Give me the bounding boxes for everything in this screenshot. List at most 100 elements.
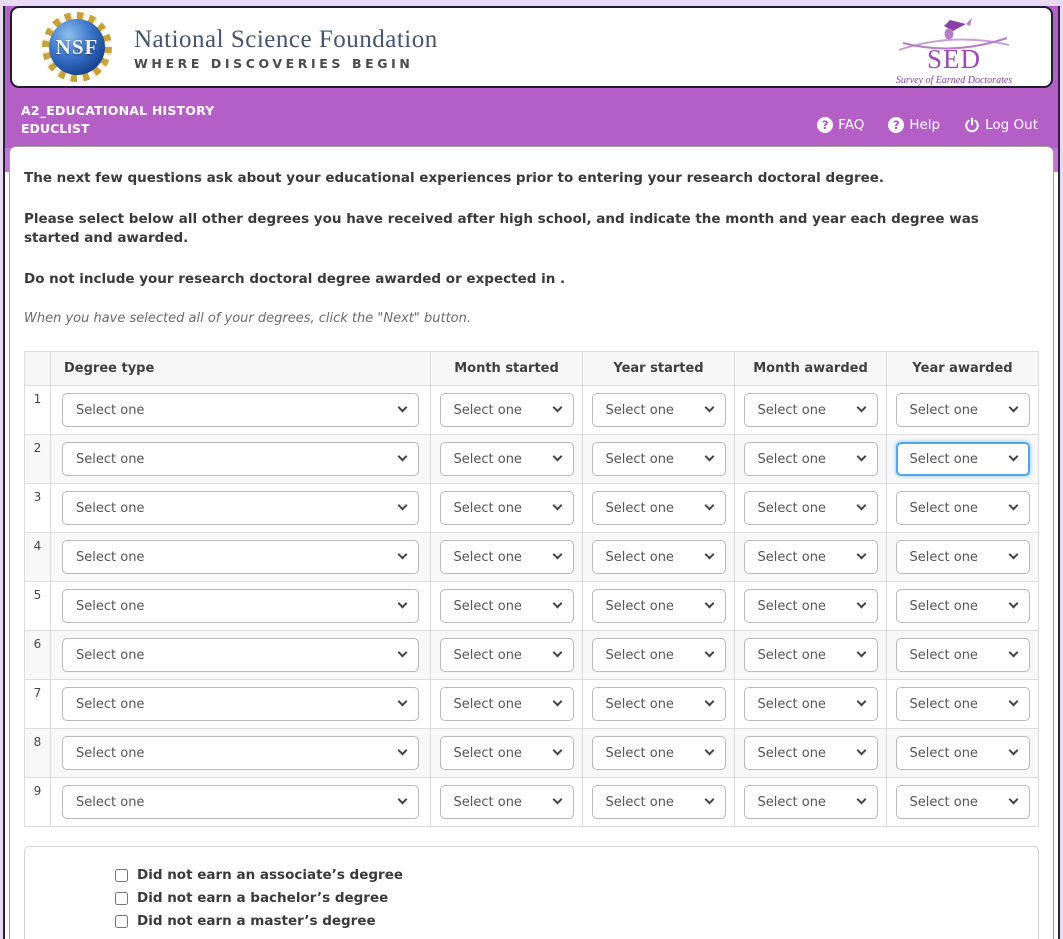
instruction-paragraph: The next few questions ask about your ed… (24, 170, 885, 186)
degree-type-select-wrap: Select one (62, 491, 419, 526)
instruction-paragraph: Please select below all other degrees yo… (24, 210, 979, 247)
year-started-select[interactable]: Select one (591, 491, 726, 526)
degree-type-select[interactable]: Select one (62, 442, 419, 477)
year-started-select-wrap: Select one (591, 589, 726, 624)
year-started-select-wrap: Select one (591, 638, 726, 673)
year-awarded-select[interactable]: Select one (895, 442, 1030, 477)
bachelors-degree-checkbox[interactable] (115, 891, 128, 905)
degree-type-select[interactable]: Select one (62, 540, 419, 575)
year-awarded-select[interactable]: Select one (895, 540, 1030, 575)
month-awarded-select[interactable]: Select one (743, 442, 878, 477)
month-started-select[interactable]: Select one (439, 540, 574, 575)
column-header-degree-type: Degree type (50, 351, 431, 387)
month-started-select[interactable]: Select one (439, 393, 574, 428)
month-started-select-wrap: Select one (439, 785, 574, 820)
year-awarded-select[interactable]: Select one (895, 687, 1030, 722)
month-awarded-select[interactable]: Select one (743, 540, 878, 575)
year-awarded-select[interactable]: Select one (895, 589, 1030, 624)
month-awarded-select-wrap: Select one (743, 736, 878, 771)
year-started-select[interactable]: Select one (591, 687, 726, 722)
month-started-select[interactable]: Select one (439, 736, 574, 771)
degree-type-select[interactable]: Select one (62, 638, 419, 673)
table-row: 5 Select one Select one Select one Selec… (24, 581, 1039, 632)
degree-table-body: 1 Select one Select one Select one Selec… (24, 385, 1039, 828)
year-started-select[interactable]: Select one (591, 638, 726, 673)
year-awarded-select[interactable]: Select one (895, 736, 1030, 771)
section-title: A2_EDUCATIONAL HISTORY (21, 102, 215, 118)
org-name: National Science Foundation (134, 25, 438, 53)
month-awarded-select-wrap: Select one (743, 491, 878, 526)
month-awarded-select[interactable]: Select one (743, 393, 878, 428)
degree-type-select[interactable]: Select one (62, 687, 419, 722)
checkbox-row-associates[interactable]: Did not earn an associate’s degree (115, 867, 1018, 883)
year-started-select-wrap: Select one (591, 540, 726, 575)
month-started-select-wrap: Select one (439, 589, 574, 624)
help-link[interactable]: ? Help (888, 117, 940, 133)
year-awarded-select-wrap: Select one (895, 589, 1030, 624)
month-started-select[interactable]: Select one (439, 785, 574, 820)
month-awarded-select-wrap: Select one (743, 785, 878, 820)
month-awarded-select-wrap: Select one (743, 393, 878, 428)
degree-type-select-wrap: Select one (62, 736, 419, 771)
associates-degree-checkbox[interactable] (115, 868, 128, 882)
nsf-monogram: NSF (55, 34, 99, 59)
year-started-select-wrap: Select one (591, 442, 726, 477)
checkbox-row-masters[interactable]: Did not earn a master’s degree (115, 913, 1018, 929)
month-awarded-select[interactable]: Select one (743, 638, 878, 673)
degree-type-select[interactable]: Select one (62, 491, 419, 526)
table-row: 9 Select one Select one Select one Selec… (24, 777, 1039, 828)
masters-degree-checkbox[interactable] (115, 914, 128, 928)
year-started-select[interactable]: Select one (591, 393, 726, 428)
faq-link[interactable]: ? FAQ (817, 117, 864, 133)
month-awarded-select-wrap: Select one (743, 540, 878, 575)
nav-links: ? FAQ ? Help Log Out (817, 117, 1038, 133)
logout-label: Log Out (985, 117, 1038, 133)
year-started-select-wrap: Select one (591, 736, 726, 771)
table-row: 7 Select one Select one Select one Selec… (24, 679, 1039, 730)
month-awarded-select[interactable]: Select one (743, 785, 878, 820)
instruction-paragraph: Do not include your research doctoral de… (24, 270, 566, 287)
degree-type-select-wrap: Select one (62, 687, 419, 722)
checkbox-row-bachelors[interactable]: Did not earn a bachelor’s degree (115, 890, 1018, 906)
sed-swoosh-icon (898, 18, 1010, 51)
nsf-globe-icon: NSF (49, 19, 105, 75)
logout-link[interactable]: Log Out (964, 117, 1038, 133)
year-awarded-select[interactable]: Select one (895, 785, 1030, 820)
year-awarded-select[interactable]: Select one (895, 491, 1030, 526)
year-started-select[interactable]: Select one (591, 540, 726, 575)
nsf-logo: NSF (42, 12, 112, 82)
year-awarded-select-wrap: Select one (895, 442, 1030, 477)
degree-type-select-wrap: Select one (62, 638, 419, 673)
degree-type-select[interactable]: Select one (62, 589, 419, 624)
month-started-select[interactable]: Select one (439, 491, 574, 526)
month-started-select[interactable]: Select one (439, 687, 574, 722)
degree-type-select[interactable]: Select one (62, 393, 419, 428)
degree-type-select-wrap: Select one (62, 589, 419, 624)
year-awarded-select-wrap: Select one (895, 540, 1030, 575)
year-awarded-select[interactable]: Select one (895, 638, 1030, 673)
month-awarded-select[interactable]: Select one (743, 491, 878, 526)
year-started-select[interactable]: Select one (591, 442, 726, 477)
year-started-select[interactable]: Select one (591, 736, 726, 771)
month-awarded-select[interactable]: Select one (743, 687, 878, 722)
question-icon: ? (817, 117, 834, 133)
year-started-select[interactable]: Select one (591, 589, 726, 624)
year-awarded-select-wrap: Select one (895, 393, 1030, 428)
power-icon (965, 117, 979, 133)
month-started-select[interactable]: Select one (439, 442, 574, 477)
year-started-select-wrap: Select one (591, 393, 726, 428)
degree-type-select-wrap: Select one (62, 540, 419, 575)
year-started-select[interactable]: Select one (591, 785, 726, 820)
year-awarded-select-wrap: Select one (895, 736, 1030, 771)
year-awarded-select-wrap: Select one (895, 785, 1030, 820)
question-icon: ? (888, 117, 905, 133)
month-awarded-select[interactable]: Select one (743, 589, 878, 624)
row-number: 9 (33, 784, 42, 799)
degree-type-select[interactable]: Select one (62, 736, 419, 771)
month-started-select[interactable]: Select one (439, 589, 574, 624)
month-started-select-wrap: Select one (439, 540, 574, 575)
degree-type-select[interactable]: Select one (62, 785, 419, 820)
month-awarded-select[interactable]: Select one (743, 736, 878, 771)
year-awarded-select[interactable]: Select one (895, 393, 1030, 428)
month-started-select[interactable]: Select one (439, 638, 574, 673)
